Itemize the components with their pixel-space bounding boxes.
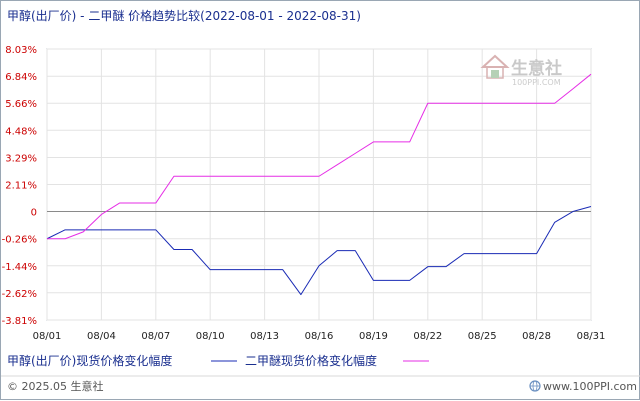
globe-icon [529, 380, 541, 392]
vertical-gridlines [46, 49, 592, 320]
footer-copyright: © 2025.05 生意社 [7, 379, 103, 393]
y-tick-label: 6.84% [5, 72, 37, 83]
series-lines [46, 73, 592, 296]
y-axis-ticks: 8.03% 6.84% 5.66% 4.48% 3.29% 2.11% 0 -0.26% -1.… [2, 45, 37, 327]
y-tick-label: 3.29% [5, 153, 37, 164]
y-tick-label: -2.62% [2, 289, 37, 300]
x-tick-label: 08/22 [413, 331, 442, 342]
x-tick-label: 08/19 [359, 331, 388, 342]
x-tick-label: 08/01 [33, 331, 62, 342]
legend: 甲醇(出厂价)现货价格变化幅度 二甲醚现货价格变化幅度 [7, 353, 429, 368]
legend-label-dme: 二甲醚现货价格变化幅度 [245, 353, 377, 368]
x-tick-label: 08/25 [468, 331, 497, 342]
y-tick-label: 8.03% [5, 45, 37, 56]
y-tick-label: 4.48% [5, 126, 37, 137]
chart-title: 甲醇(出厂价) - 二甲醚 价格趋势比较(2022-08-01 - 2022-0… [7, 8, 361, 23]
x-tick-label: 08/31 [577, 331, 606, 342]
y-tick-label: -0.26% [2, 235, 37, 246]
house-logo-icon [480, 54, 510, 79]
y-tick-label: -3.81% [2, 316, 37, 327]
y-tick-label: 0 [31, 208, 37, 219]
x-tick-label: 08/16 [305, 331, 334, 342]
y-tick-label: -1.44% [2, 262, 37, 273]
watermark-url: 100PPI.COM [512, 78, 561, 87]
methanol-series-line [46, 205, 592, 296]
y-tick-label: 5.66% [5, 99, 37, 110]
dme-series-line [47, 73, 592, 240]
y-tick-label: 2.11% [5, 181, 37, 192]
x-tick-label: 08/10 [196, 331, 225, 342]
x-tick-label: 08/07 [141, 331, 170, 342]
watermark: 生意社 100PPI.COM [480, 54, 562, 87]
x-axis-ticks: 08/01 08/04 08/07 08/10 08/13 08/16 08/19 08/22… [33, 331, 606, 342]
x-tick-label: 08/04 [87, 331, 116, 342]
x-tick-label: 08/28 [522, 331, 551, 342]
legend-label-methanol: 甲醇(出厂价)现货价格变化幅度 [7, 353, 172, 368]
x-tick-label: 08/13 [250, 331, 279, 342]
watermark-name: 生意社 [511, 58, 562, 79]
footer-url: www.100PPI.com [543, 380, 637, 393]
